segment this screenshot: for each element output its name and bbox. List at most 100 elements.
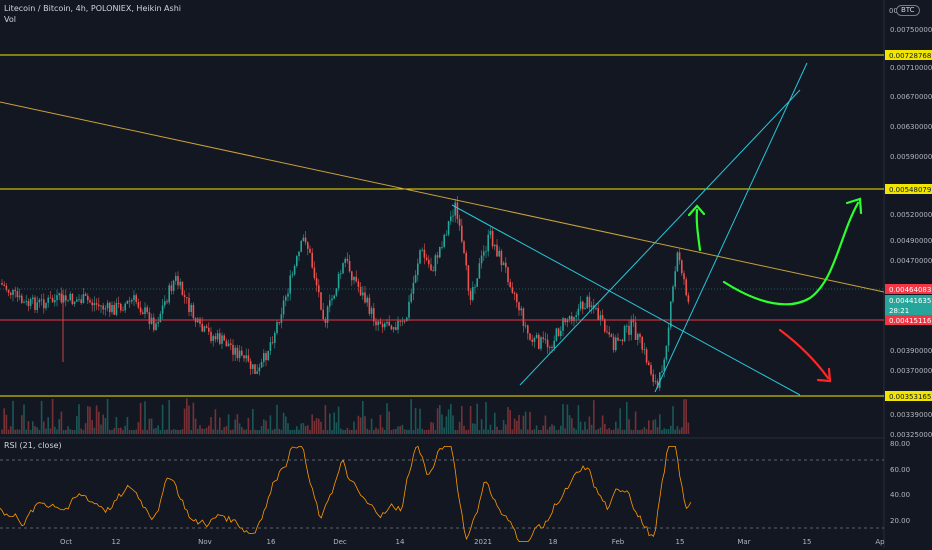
- candle-body: [232, 344, 234, 355]
- time-tick-label: 16: [267, 538, 276, 546]
- volume-label[interactable]: Vol: [4, 15, 16, 24]
- candle-body: [566, 319, 569, 323]
- volume-bar: [467, 429, 470, 434]
- volume-bar: [542, 425, 544, 434]
- candle-body: [368, 297, 371, 314]
- candle-body: [161, 305, 164, 314]
- volume-bar: [109, 429, 111, 434]
- volume-bar: [560, 425, 562, 434]
- volume-bar: [60, 411, 63, 434]
- candle-body: [456, 202, 459, 219]
- candle-body: [73, 301, 76, 305]
- volume-bar: [245, 429, 247, 434]
- volume-bar: [179, 430, 181, 434]
- volume-bar: [531, 429, 533, 434]
- volume-bar: [340, 428, 342, 434]
- candle-body: [289, 275, 291, 294]
- volume-bar: [43, 421, 45, 434]
- level-label-box: [885, 50, 932, 60]
- volume-bar: [403, 429, 406, 434]
- candle-body: [300, 241, 302, 252]
- candle-body: [311, 252, 313, 268]
- volume-bar: [423, 430, 426, 434]
- candle-body: [577, 308, 580, 316]
- price-tick-label: 0.00710000: [890, 64, 932, 72]
- volume-bar: [177, 429, 179, 434]
- volume-bar: [650, 429, 652, 434]
- volume-bar: [568, 415, 571, 434]
- candle-body: [62, 295, 65, 303]
- volume-bar: [478, 429, 481, 434]
- candle-body: [637, 333, 639, 340]
- volume-bar: [324, 405, 327, 434]
- price-tick-label: 0.00590000: [890, 153, 932, 161]
- candle-body: [502, 262, 505, 266]
- candle-body: [507, 267, 509, 282]
- volume-bar: [639, 430, 641, 434]
- candle-body: [454, 202, 456, 216]
- volume-bar: [458, 421, 461, 434]
- drawings: [0, 54, 885, 397]
- candle-body: [29, 299, 32, 306]
- candle-body: [100, 305, 102, 307]
- candle-body: [443, 234, 445, 247]
- volume-bar: [399, 426, 401, 434]
- candle-body: [128, 300, 131, 302]
- price-tick-label: 0.00339000: [890, 411, 932, 419]
- candle-body: [296, 256, 298, 266]
- level-label-box: [885, 315, 932, 325]
- candle-body: [357, 281, 360, 287]
- volume-bar: [359, 417, 362, 434]
- candle-body: [216, 333, 219, 340]
- volume-bar: [659, 414, 661, 434]
- candle-body: [364, 292, 366, 303]
- volume-bar: [139, 402, 142, 434]
- volume-bar: [615, 421, 617, 434]
- volume-bar: [32, 421, 34, 434]
- volume-bar: [485, 401, 487, 434]
- candle-body: [685, 279, 687, 296]
- volume-bar: [254, 429, 256, 434]
- candle-body: [513, 292, 516, 294]
- candle-body: [93, 303, 96, 306]
- rsi-title[interactable]: RSI (21, close): [4, 441, 62, 450]
- volume-bar: [73, 429, 76, 434]
- candle-body: [619, 339, 621, 341]
- volume-bar: [375, 427, 377, 434]
- candle-body: [342, 263, 344, 274]
- candle-body: [243, 355, 245, 359]
- price-label: 0.00441635: [889, 297, 931, 305]
- volume-bar: [643, 427, 646, 434]
- candle-body: [192, 304, 195, 319]
- volume-bar: [450, 403, 452, 434]
- volume-bar: [238, 423, 241, 434]
- candle-body: [650, 365, 652, 375]
- symbol-title[interactable]: Litecoin / Bitcoin, 4h, POLONIEX, Heikin…: [4, 4, 181, 13]
- rsi-tick-label: 80.00: [890, 440, 910, 448]
- candle-body: [186, 297, 188, 298]
- time-tick-label: 14: [396, 538, 405, 546]
- candle-body: [254, 364, 256, 374]
- candle-body: [505, 262, 507, 268]
- volume-bar: [208, 425, 210, 434]
- currency-badge[interactable]: BTC: [896, 5, 920, 16]
- candle-body: [656, 381, 659, 388]
- price-tick-label: 0.00490000: [890, 237, 932, 245]
- candle-body: [245, 355, 247, 359]
- candle-body: [252, 364, 254, 369]
- volume-bar: [67, 426, 69, 434]
- volume-bar: [16, 429, 19, 434]
- candle-body: [249, 361, 252, 369]
- candle-body: [155, 323, 157, 330]
- volume-bar: [197, 428, 199, 434]
- volume-bar: [65, 429, 67, 434]
- volume-bar: [271, 429, 274, 434]
- volume-bar: [296, 426, 298, 434]
- volume-bar: [524, 411, 527, 434]
- level-label: 0.00353165: [889, 393, 931, 401]
- price-tick-label: 0.00470000: [890, 257, 932, 265]
- candle-body: [36, 302, 38, 310]
- volume-bar: [18, 429, 21, 434]
- price-label-box: [885, 305, 932, 315]
